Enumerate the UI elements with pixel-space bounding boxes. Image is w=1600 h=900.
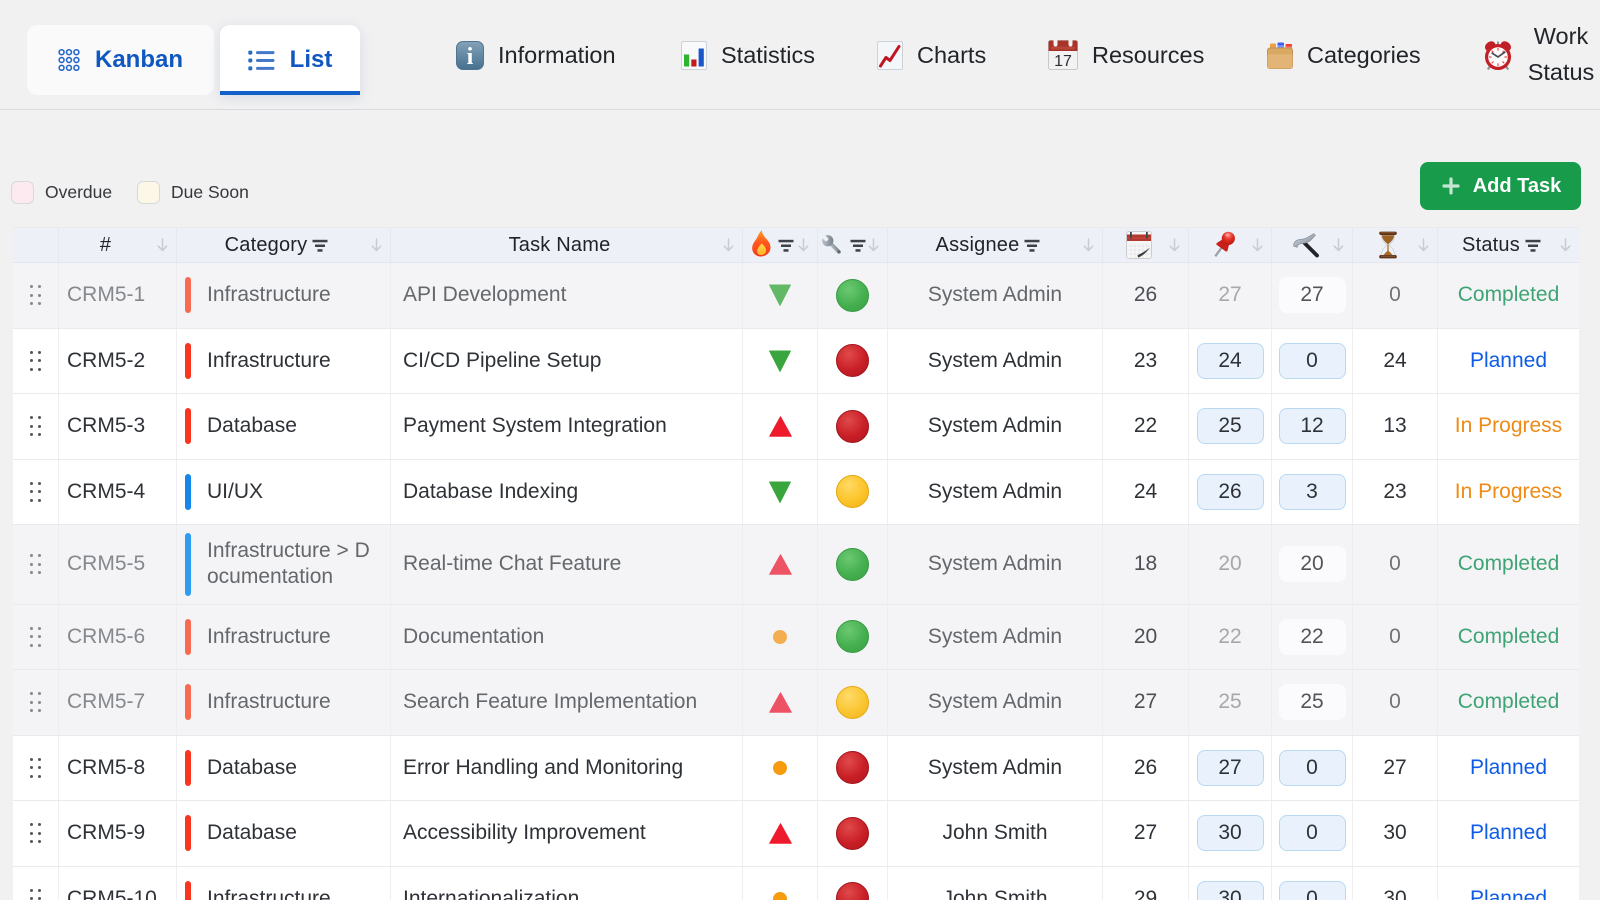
svg-text:i: i <box>467 44 474 70</box>
svg-text:17: 17 <box>1054 53 1072 70</box>
